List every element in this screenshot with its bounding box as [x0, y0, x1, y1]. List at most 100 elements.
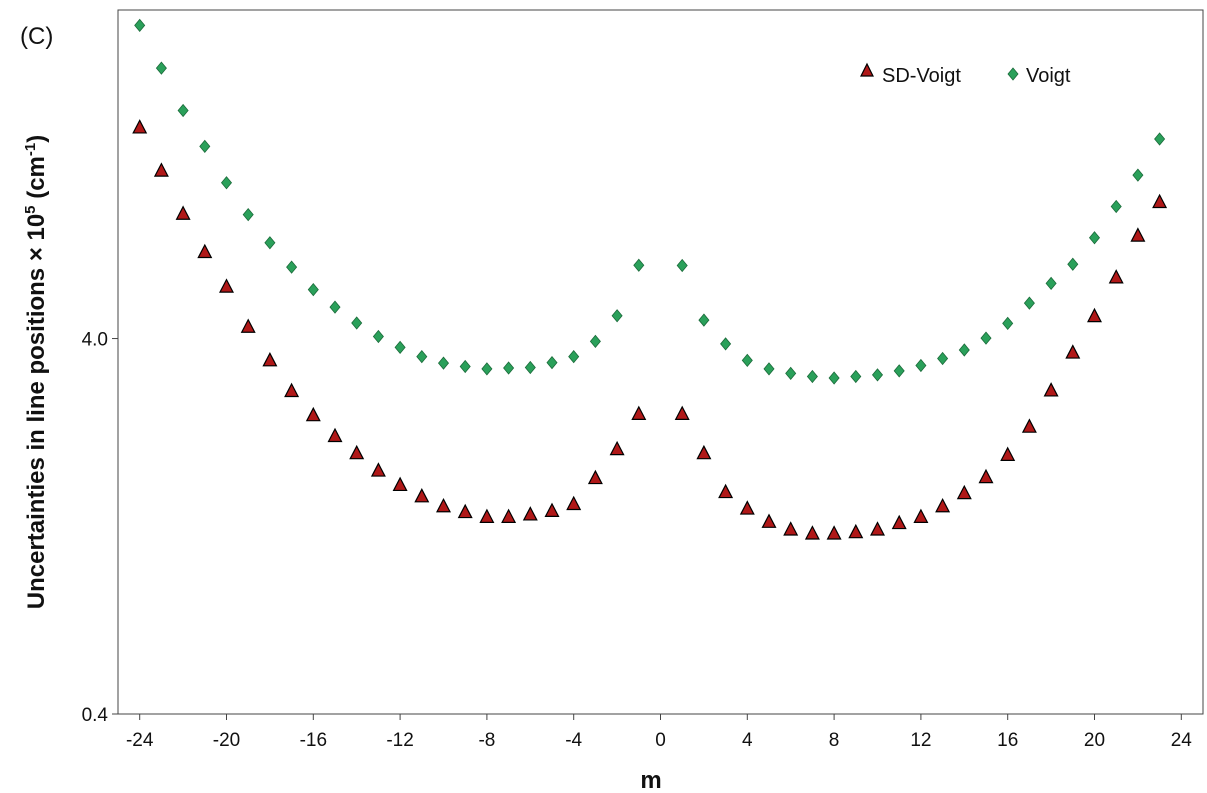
x-tick-label: -24 — [126, 730, 154, 751]
voigt-point — [915, 358, 927, 373]
sd-voigt-point — [305, 406, 321, 422]
sd-voigt-point — [891, 514, 907, 530]
voigt-point — [546, 356, 558, 370]
voigt-point — [958, 343, 970, 357]
voigt-point — [1067, 257, 1079, 271]
x-tick-label: -12 — [386, 730, 413, 751]
voigt-point — [589, 334, 601, 349]
x-tick-label: 12 — [910, 730, 931, 751]
voigt-point — [394, 340, 406, 354]
sd-voigt-point — [501, 508, 517, 523]
voigt-point — [1132, 168, 1144, 182]
voigt-point — [633, 258, 645, 272]
voigt-point — [524, 360, 536, 375]
sd-voigt-point — [1065, 344, 1081, 359]
voigt-point — [1023, 296, 1035, 310]
voigt-point — [372, 329, 384, 344]
sd-voigt-point — [370, 462, 386, 477]
x-tick-label: 4 — [742, 730, 753, 751]
sd-voigt-point — [1000, 446, 1016, 461]
sd-voigt-point — [414, 488, 430, 503]
voigt-point — [134, 18, 146, 33]
voigt-point — [871, 368, 884, 382]
voigt-point — [329, 300, 341, 314]
x-tick-label: 20 — [1084, 730, 1105, 751]
x-tick-label: -20 — [213, 730, 240, 751]
voigt-point — [763, 362, 775, 376]
voigt-point — [850, 369, 862, 384]
sd-voigt-point — [956, 484, 972, 500]
sd-voigt-point — [674, 405, 690, 420]
x-tick-label: -16 — [300, 730, 327, 751]
voigt-point — [698, 313, 710, 327]
legend-label-sd-voigt: SD-Voigt — [882, 65, 961, 87]
sd-voigt-point — [913, 508, 929, 523]
plot-area — [117, 9, 1204, 715]
voigt-point — [611, 309, 623, 323]
voigt-point — [568, 350, 580, 364]
x-tick-label: -4 — [565, 730, 582, 751]
sd-voigt-point — [1108, 269, 1124, 284]
sd-voigt-point — [219, 278, 234, 293]
sd-voigt-point — [262, 352, 278, 367]
sd-voigt-point — [522, 506, 538, 521]
x-axis-title: m — [640, 767, 661, 793]
x-tick-label: 0 — [655, 730, 666, 751]
y-axis-title: Uncertainties in line positions × 105 (c… — [22, 135, 50, 609]
x-tick-label: 16 — [997, 730, 1018, 751]
sd-voigt-point — [609, 440, 625, 456]
x-tick-label: -8 — [478, 730, 495, 751]
sd-voigt-point — [761, 513, 777, 528]
voigt-point — [980, 331, 992, 345]
legend: SD-Voigt Voigt — [860, 62, 1071, 87]
voigt-point — [1002, 316, 1014, 331]
voigt-point — [155, 61, 167, 75]
voigt-point — [893, 364, 905, 378]
sd-voigt-point — [804, 525, 820, 540]
voigt-point — [720, 337, 732, 351]
sd-voigt-point — [392, 476, 408, 492]
sd-voigt-point — [587, 469, 603, 485]
data-points — [132, 18, 1168, 540]
sd-voigt-point — [978, 468, 994, 484]
sd-voigt-point — [1130, 227, 1146, 242]
x-tick-label: 8 — [829, 730, 840, 751]
sd-voigt-point — [826, 525, 842, 540]
x-tick-label: 24 — [1171, 730, 1193, 751]
sd-voigt-point — [327, 427, 343, 443]
sd-voigt-point — [566, 495, 582, 511]
voigt-point — [199, 139, 211, 153]
sd-voigt-point — [284, 382, 300, 398]
voigt-point — [937, 351, 949, 366]
sd-voigt-point — [870, 521, 885, 536]
voigt-point — [1045, 276, 1057, 291]
sd-voigt-point — [696, 444, 712, 460]
voigt-point — [741, 353, 753, 367]
legend-marker-sd-voigt — [860, 62, 874, 77]
legend-marker-voigt — [1007, 67, 1019, 81]
voigt-point — [264, 236, 276, 250]
sd-voigt-point — [631, 405, 647, 420]
sd-voigt-point — [544, 502, 560, 517]
voigt-point — [806, 369, 818, 384]
voigt-point — [351, 316, 363, 330]
sd-voigt-point — [457, 503, 473, 519]
voigt-point — [828, 371, 840, 385]
voigt-point — [220, 176, 233, 190]
voigt-point — [481, 362, 493, 376]
sd-voigt-point — [935, 497, 951, 513]
y-tick-label: 4.0 — [82, 330, 108, 351]
sd-voigt-point — [132, 119, 148, 134]
sd-voigt-point — [783, 521, 799, 536]
voigt-point — [785, 366, 797, 381]
sd-voigt-point — [1087, 307, 1102, 323]
axis-ticks: -24 -20 -16 -12 -8 -4 0 4 8 12 16 20 24 0.4 4.0 — [82, 330, 1193, 751]
sd-voigt-point — [718, 483, 734, 499]
voigt-point — [459, 359, 471, 374]
sd-voigt-point — [479, 508, 495, 523]
voigt-point — [1110, 199, 1122, 214]
sd-voigt-point — [1152, 193, 1168, 209]
sd-voigt-point — [197, 243, 213, 259]
sd-voigt-point — [1043, 382, 1059, 397]
